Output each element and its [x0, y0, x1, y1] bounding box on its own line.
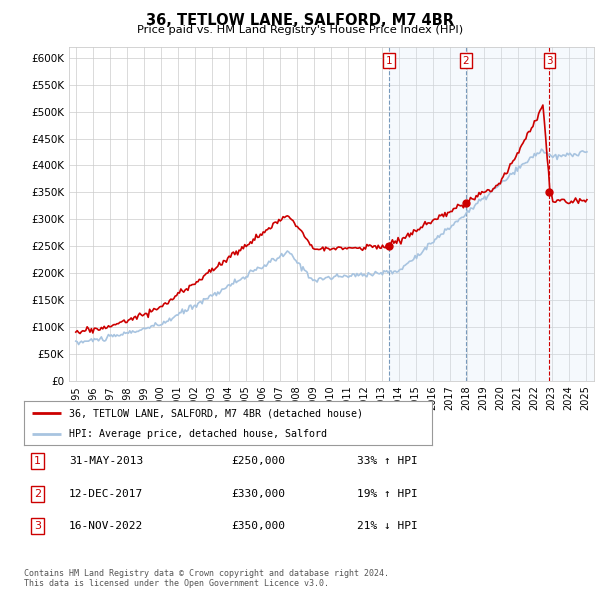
Text: £250,000: £250,000 — [231, 457, 285, 466]
Text: 21% ↓ HPI: 21% ↓ HPI — [357, 522, 418, 531]
Text: 1: 1 — [34, 457, 41, 466]
Text: Contains HM Land Registry data © Crown copyright and database right 2024.
This d: Contains HM Land Registry data © Crown c… — [24, 569, 389, 588]
Text: 16-NOV-2022: 16-NOV-2022 — [69, 522, 143, 531]
Text: 12-DEC-2017: 12-DEC-2017 — [69, 489, 143, 499]
Text: 1: 1 — [385, 55, 392, 65]
Text: £330,000: £330,000 — [231, 489, 285, 499]
Text: 36, TETLOW LANE, SALFORD, M7 4BR (detached house): 36, TETLOW LANE, SALFORD, M7 4BR (detach… — [69, 408, 363, 418]
Text: Price paid vs. HM Land Registry's House Price Index (HPI): Price paid vs. HM Land Registry's House … — [137, 25, 463, 35]
Text: £350,000: £350,000 — [231, 522, 285, 531]
Text: 36, TETLOW LANE, SALFORD, M7 4BR: 36, TETLOW LANE, SALFORD, M7 4BR — [146, 13, 454, 28]
Text: 19% ↑ HPI: 19% ↑ HPI — [357, 489, 418, 499]
Text: 33% ↑ HPI: 33% ↑ HPI — [357, 457, 418, 466]
Text: HPI: Average price, detached house, Salford: HPI: Average price, detached house, Salf… — [69, 428, 327, 438]
Text: 2: 2 — [34, 489, 41, 499]
Bar — [466, 47, 550, 381]
Text: 3: 3 — [34, 522, 41, 531]
Text: 3: 3 — [546, 55, 553, 65]
Bar — [550, 47, 594, 381]
Bar — [389, 47, 466, 381]
Text: 2: 2 — [463, 55, 469, 65]
Text: 31-MAY-2013: 31-MAY-2013 — [69, 457, 143, 466]
